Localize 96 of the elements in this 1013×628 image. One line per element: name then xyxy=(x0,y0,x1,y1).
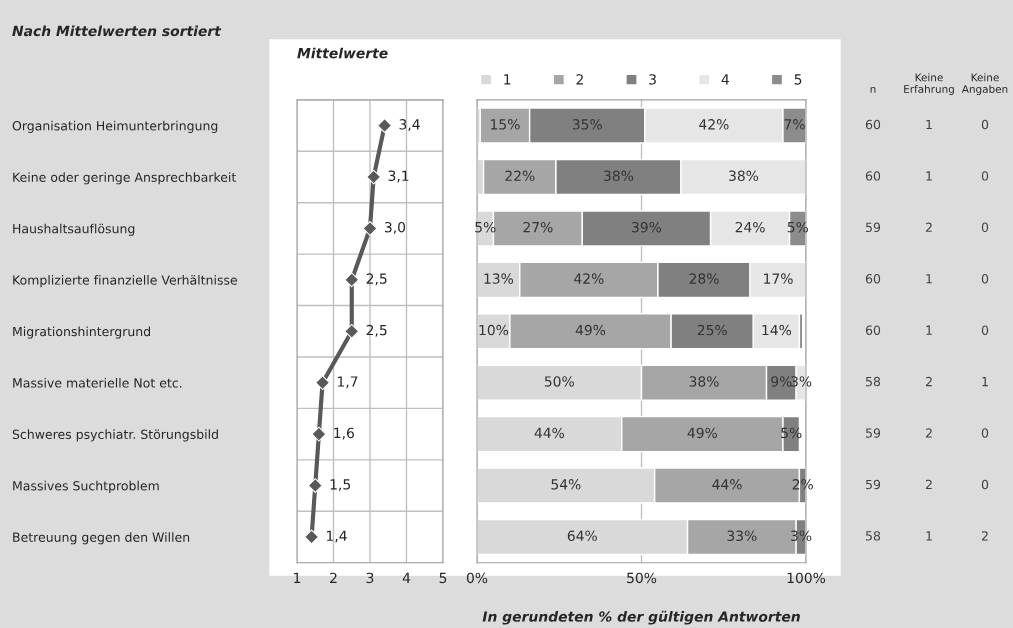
data-label: 44% xyxy=(712,479,742,490)
data-label: 1,7 xyxy=(337,376,358,389)
x-tick-label: 3 xyxy=(366,572,374,584)
data-label: 44% xyxy=(534,427,565,439)
data-label: 60 xyxy=(865,274,881,284)
y-tick-label: Migrationshintergrund xyxy=(13,326,150,339)
y-tick-label: Komplizierte finanzielle Verhältnisse xyxy=(13,275,238,288)
data-label: 0 xyxy=(981,119,989,130)
data-label: 1 xyxy=(982,377,988,387)
point xyxy=(315,375,330,391)
data-label: 2 xyxy=(925,479,932,489)
point xyxy=(344,323,360,339)
data-label: 2 xyxy=(981,531,988,541)
data-label: 15% xyxy=(491,119,520,130)
data-label: 60 xyxy=(865,171,881,181)
data-label: 27% xyxy=(523,221,553,233)
data-label: 25% xyxy=(697,324,727,336)
data-label: 38% xyxy=(689,376,719,387)
data-label: 42% xyxy=(574,273,604,284)
data-label: 1 xyxy=(926,274,932,284)
x-axis-title: In gerundeten % der gültigen Antworten xyxy=(482,610,800,625)
y-tick-label: Haushaltsauflösung xyxy=(13,223,135,236)
data-label: 64% xyxy=(567,530,597,541)
data-label: 1 xyxy=(926,119,932,130)
point xyxy=(307,478,323,493)
data-label: 39% xyxy=(632,221,662,233)
data-label: 24% xyxy=(735,221,765,233)
data-label: 58 xyxy=(866,376,881,387)
point xyxy=(377,118,392,133)
data-label: 22% xyxy=(505,170,535,182)
y-tick-label: Schweres psychiatr. Störungsbild xyxy=(12,429,218,442)
data-label: 0 xyxy=(981,274,989,284)
y-tick-label: Massive materielle Not etc. xyxy=(13,377,182,388)
x-tick-label: 4 xyxy=(402,572,411,583)
data-label: 49% xyxy=(687,427,718,439)
data-label: 1 xyxy=(926,171,932,181)
data-label: 3,0 xyxy=(384,221,406,234)
data-label: 9% xyxy=(771,376,792,387)
point xyxy=(304,529,319,545)
data-label: 59 xyxy=(866,479,881,490)
data-label: 38% xyxy=(729,170,759,182)
x-tick-label: 2 xyxy=(330,572,337,583)
data-label: 54% xyxy=(551,479,581,490)
data-label: 2,5 xyxy=(366,324,387,337)
data-label: 35% xyxy=(572,119,602,130)
data-label: 2 xyxy=(925,428,932,438)
data-label: 7% xyxy=(784,119,805,130)
data-label: 1,4 xyxy=(327,530,347,543)
data-label: 28% xyxy=(689,273,719,284)
point xyxy=(311,426,327,442)
data-label: 60 xyxy=(865,119,881,130)
data-label: 1 xyxy=(926,325,932,335)
data-label: 59 xyxy=(866,222,881,233)
data-label: 60 xyxy=(865,325,881,335)
text: Nach Mittelwerten sortiert xyxy=(12,25,222,37)
data-label: 0 xyxy=(981,325,989,335)
data-label: 0 xyxy=(981,479,989,490)
data-label: 0 xyxy=(981,222,989,233)
data-label: 2,5 xyxy=(366,273,387,286)
data-label: 49% xyxy=(575,324,606,336)
point xyxy=(366,169,382,185)
y-tick-label: Organisation Heimunterbringung xyxy=(12,120,218,133)
x-tick-label: 0% xyxy=(466,572,488,584)
data-label: 2 xyxy=(925,376,932,387)
data-label: 13% xyxy=(484,273,514,284)
point xyxy=(344,272,360,288)
x-tick-label: 100% xyxy=(787,572,826,584)
data-label: 50% xyxy=(544,376,574,387)
data-label: 42% xyxy=(699,119,729,130)
x-tick-label: n xyxy=(870,86,876,93)
data-label: 1,6 xyxy=(334,427,354,440)
data-label: 14% xyxy=(762,324,792,336)
data-label: 0 xyxy=(981,428,989,438)
y-tick-label: Massives Suchtproblem xyxy=(13,480,159,493)
data-label: 59 xyxy=(866,428,881,438)
chart-title: Mittelwerte xyxy=(297,47,388,59)
data-label: 3,1 xyxy=(388,170,409,183)
x-tick-label: 5 xyxy=(439,572,447,584)
data-label: 17% xyxy=(764,273,793,284)
y-tick-label: Keine oder geringe Ansprechbarkeit xyxy=(13,172,237,185)
data-label: 38% xyxy=(604,170,634,182)
data-label: 33% xyxy=(727,530,757,541)
x-tick-label: 50% xyxy=(627,572,657,584)
data-label: 3,4 xyxy=(399,119,420,132)
y-tick-label: Betreuung gegen den Willen xyxy=(13,532,190,545)
point xyxy=(362,221,378,236)
x-tick-label: Keine Angaben xyxy=(961,73,1008,95)
data-label: 0 xyxy=(981,171,989,181)
data-label: 5% xyxy=(475,221,496,233)
data-label: 10% xyxy=(479,324,509,336)
data-label: 58 xyxy=(866,531,881,541)
data-label: 1 xyxy=(926,531,932,541)
data-label: 1,5 xyxy=(330,479,351,491)
x-tick-label: 1 xyxy=(294,572,301,583)
x-tick-label: Keine Erfahrung xyxy=(904,73,954,95)
data-label: 2 xyxy=(925,222,932,232)
